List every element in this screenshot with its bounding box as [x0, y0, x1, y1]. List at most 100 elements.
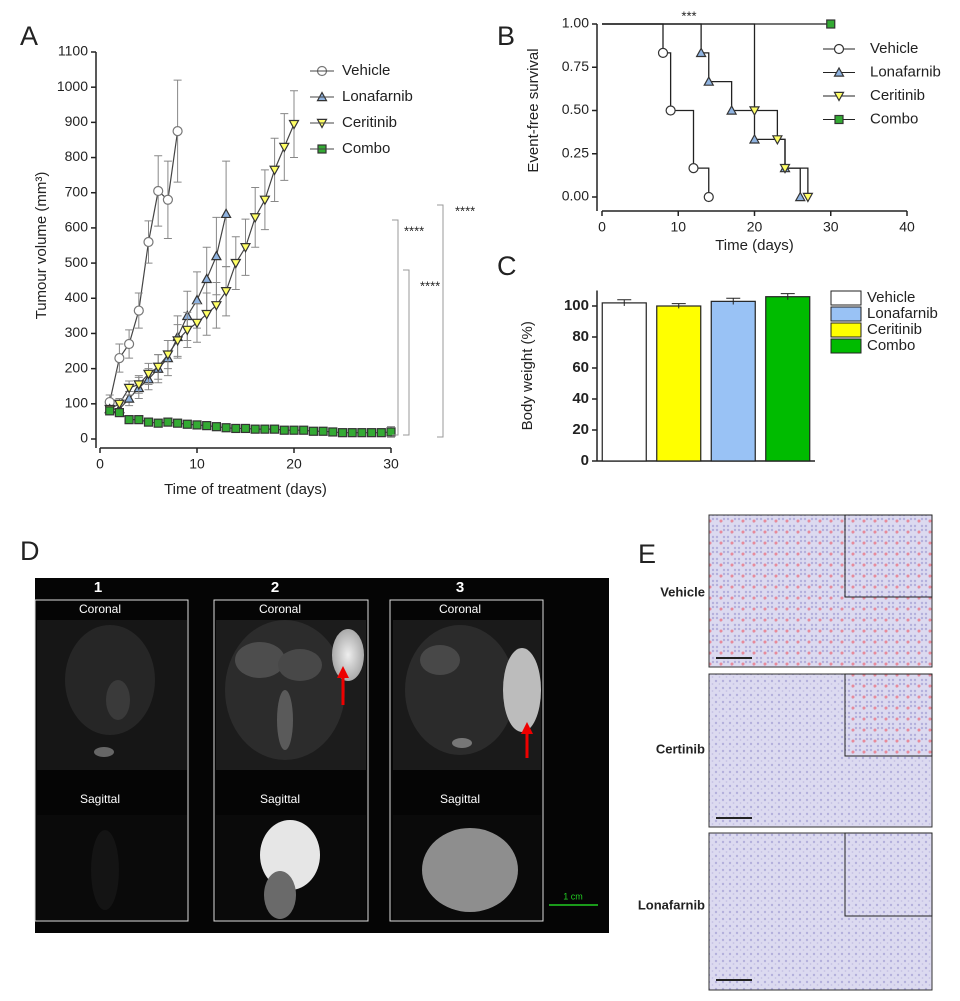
- scale-bar-label: 1 cm: [563, 891, 583, 901]
- marker: [260, 424, 270, 434]
- mri-scan-3: [393, 620, 541, 920]
- y-tick-label: 500: [65, 254, 89, 270]
- x-tick-label: 10: [670, 219, 686, 235]
- legend-label: Lonafarnib: [870, 63, 941, 80]
- legend-label: Lonafarnib: [867, 305, 938, 322]
- x-tick-label: 20: [747, 219, 763, 235]
- marker: [250, 424, 260, 434]
- marker: [142, 369, 155, 380]
- error-bar: [726, 297, 741, 305]
- marker: [105, 406, 115, 416]
- marker: [114, 352, 125, 364]
- scan-number: 2: [271, 579, 279, 596]
- marker: [794, 191, 806, 202]
- y-tick-label: 0: [80, 430, 88, 446]
- y-tick-label: 300: [65, 324, 89, 340]
- marker: [688, 163, 699, 174]
- marker: [231, 423, 241, 434]
- y-tick-label: 200: [65, 359, 89, 375]
- legend-label: Vehicle: [870, 40, 918, 57]
- x-axis-label: Time of treatment (days): [164, 481, 327, 498]
- marker: [220, 208, 232, 219]
- y-tick-label: 0.75: [562, 58, 589, 74]
- marker: [269, 165, 281, 176]
- y-tick-label: 0.00: [562, 188, 589, 204]
- marker: [826, 19, 836, 29]
- marker: [347, 428, 357, 438]
- legend-label: Ceritinib: [867, 321, 922, 338]
- series-line: [109, 123, 295, 410]
- annotation: ****: [404, 223, 424, 238]
- x-tick-label: 40: [899, 219, 915, 235]
- significance-bracket: [403, 269, 410, 436]
- marker: [259, 195, 271, 206]
- marker: [211, 422, 221, 432]
- mri-scan-1: [37, 620, 187, 920]
- legend-label: Combo: [867, 337, 915, 354]
- marker: [134, 415, 144, 425]
- histology-inset: [844, 514, 933, 598]
- marker: [172, 126, 183, 137]
- marker: [201, 309, 213, 320]
- marker: [376, 428, 386, 438]
- view-label: Coronal: [439, 602, 481, 616]
- panel-label: D: [20, 536, 40, 566]
- annotation: ****: [420, 278, 440, 293]
- y-tick-label: 600: [65, 219, 89, 235]
- y-axis-label: Event-free survival: [525, 48, 542, 172]
- panel-label: B: [497, 21, 515, 51]
- legend-swatch: [830, 338, 862, 354]
- view-label: Sagittal: [80, 792, 120, 806]
- marker: [123, 392, 135, 403]
- error-bar: [671, 303, 686, 309]
- marker: [288, 119, 300, 130]
- y-tick-label: 0.25: [562, 144, 589, 160]
- marker: [779, 163, 791, 174]
- marker: [133, 380, 145, 391]
- marker: [249, 213, 261, 224]
- marker: [665, 105, 676, 116]
- mri-frame: [213, 599, 369, 922]
- bar: [656, 305, 702, 462]
- legend-label: Ceritinib: [342, 114, 397, 131]
- significance-bracket: [392, 219, 399, 436]
- marker: [240, 423, 251, 434]
- marker: [239, 243, 252, 253]
- x-axis-label: Time (days): [715, 237, 794, 254]
- marker: [202, 421, 212, 431]
- mri-panel: 1 2 3 Coronal Coronal Coronal Sagittal S…: [34, 578, 609, 933]
- marker: [181, 325, 193, 336]
- y-tick-label: 100: [65, 395, 89, 411]
- marker: [173, 418, 183, 428]
- legend-label: Combo: [342, 140, 390, 157]
- legend-label: Ceritinib: [870, 87, 925, 104]
- marker: [124, 415, 134, 425]
- marker: [172, 336, 184, 347]
- legend-label: Vehicle: [342, 62, 390, 79]
- marker: [318, 426, 328, 436]
- marker: [210, 250, 222, 261]
- marker: [703, 75, 715, 86]
- view-label: Sagittal: [260, 792, 300, 806]
- marker: [153, 185, 164, 197]
- y-axis-label: Tumour volume (mm³): [33, 172, 50, 320]
- marker: [124, 338, 135, 350]
- annotation: ***: [681, 8, 696, 23]
- marker: [771, 135, 783, 146]
- marker: [279, 425, 289, 435]
- significance-bracket: [437, 204, 444, 438]
- panel-label: A: [20, 21, 38, 51]
- legend-label: Vehicle: [867, 289, 915, 306]
- view-label: Coronal: [259, 602, 301, 616]
- x-tick-label: 30: [823, 219, 839, 235]
- legend-swatch: [830, 322, 862, 338]
- marker: [163, 417, 173, 427]
- y-tick-label: 1000: [57, 78, 88, 94]
- view-label: Sagittal: [440, 792, 480, 806]
- marker: [270, 424, 280, 434]
- marker: [152, 362, 164, 373]
- legend-label: Lonafarnib: [342, 88, 413, 105]
- marker: [162, 194, 173, 205]
- marker: [143, 417, 154, 427]
